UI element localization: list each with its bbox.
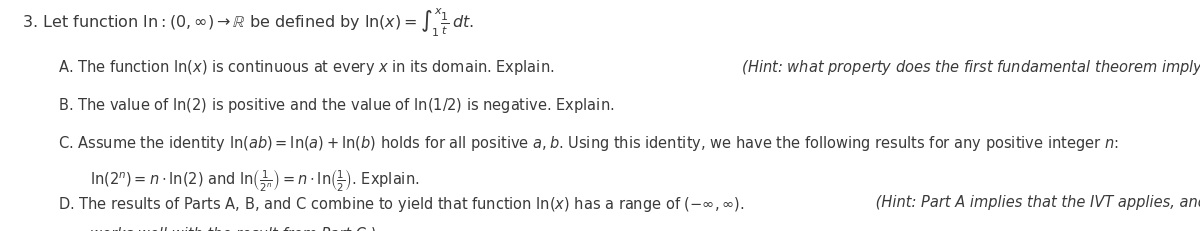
Text: (Hint: Part A implies that the IVT applies, and the IVT: (Hint: Part A implies that the IVT appli… xyxy=(871,195,1200,210)
Text: (Hint: what property does the first fundamental theorem imply about function $\m: (Hint: what property does the first fund… xyxy=(737,58,1200,77)
Text: C. Assume the identity $\mathrm{ln}(ab) = \mathrm{ln}(a) + \mathrm{ln}(b)$ holds: C. Assume the identity $\mathrm{ln}(ab) … xyxy=(58,134,1118,153)
Text: $\mathrm{ln}(2^n) = n \cdot \mathrm{ln}(2)$ and $\mathrm{ln}\left(\frac{1}{2^n}\: $\mathrm{ln}(2^n) = n \cdot \mathrm{ln}(… xyxy=(90,167,420,194)
Text: works well with the result from Part C.): works well with the result from Part C.) xyxy=(90,226,377,231)
Text: D. The results of Parts A, B, and C combine to yield that function $\mathrm{ln}(: D. The results of Parts A, B, and C comb… xyxy=(58,195,744,214)
Text: B. The value of $\mathrm{ln}(2)$ is positive and the value of $\mathrm{ln}(1/2)$: B. The value of $\mathrm{ln}(2)$ is posi… xyxy=(58,96,614,115)
Text: A. The function $\mathrm{ln}(x)$ is continuous at every $x$ in its domain. Expla: A. The function $\mathrm{ln}(x)$ is cont… xyxy=(58,58,554,77)
Text: 3. Let function $\mathrm{ln}: (0, \infty) \to \mathbb{R}$ be defined by $\mathrm: 3. Let function $\mathrm{ln}: (0, \infty… xyxy=(22,7,474,39)
